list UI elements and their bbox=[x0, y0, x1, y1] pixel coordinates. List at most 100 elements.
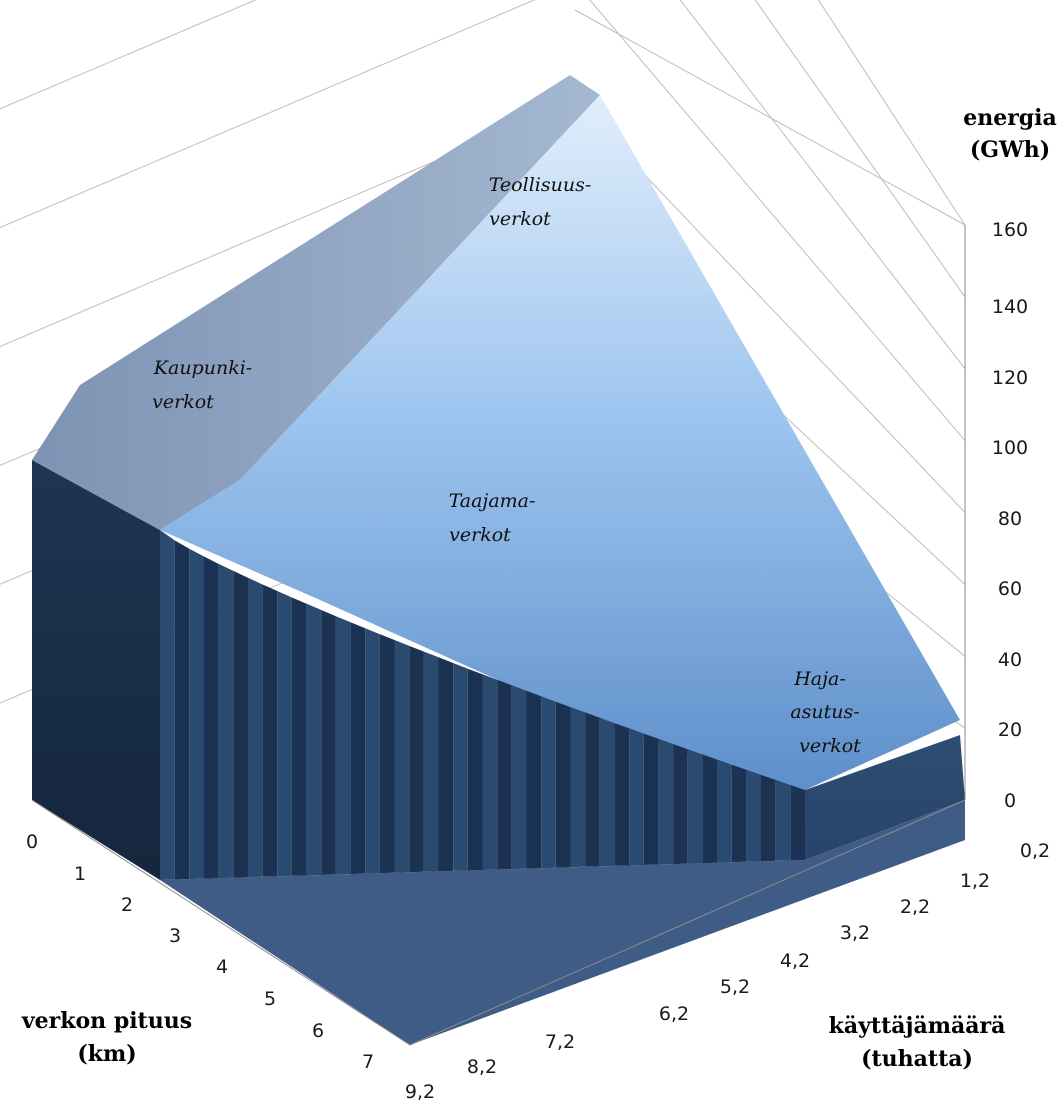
wall-stripe bbox=[350, 622, 366, 875]
gridline bbox=[754, 0, 966, 298]
energy-tick: 60 bbox=[998, 578, 1022, 600]
length-axis-title-line2: (km) bbox=[77, 1041, 136, 1067]
length-tick: 2 bbox=[121, 894, 133, 916]
wall-stripe bbox=[731, 764, 747, 863]
region-label-taajama-line1: Taajama- bbox=[449, 490, 536, 512]
region-label-kaupunki-line2: verkot bbox=[152, 391, 214, 413]
wall-stripe bbox=[174, 540, 190, 880]
wall-stripe bbox=[599, 717, 615, 867]
wall-stripe bbox=[365, 628, 380, 874]
length-tick: 4 bbox=[216, 956, 228, 978]
wall-stripe bbox=[570, 707, 586, 868]
energy-tick: 160 bbox=[992, 219, 1028, 241]
wall-stripe bbox=[335, 616, 351, 875]
length-axis-line bbox=[31, 799, 411, 1046]
wall-stripe bbox=[423, 651, 439, 872]
wall-stripe bbox=[614, 723, 630, 866]
energy-tick: 100 bbox=[992, 437, 1028, 459]
wall-stripe bbox=[438, 657, 454, 872]
users-tick: 4,2 bbox=[780, 950, 810, 972]
energy-axis: 0 20 40 60 80 100 120 140 160 bbox=[964, 219, 1028, 812]
surface-stepped-wall bbox=[160, 530, 805, 880]
wall-stripe bbox=[555, 701, 571, 868]
users-axis-title-line1: käyttäjämäärä bbox=[829, 1013, 1006, 1039]
wall-stripe bbox=[218, 563, 234, 879]
wall-stripe bbox=[160, 530, 175, 880]
region-label-haja-line3: verkot bbox=[799, 735, 861, 757]
length-tick: 7 bbox=[362, 1051, 374, 1073]
surface-top-face bbox=[160, 95, 960, 790]
users-tick: 6,2 bbox=[659, 1003, 689, 1025]
wall-stripe bbox=[189, 548, 204, 880]
wall-stripe bbox=[790, 785, 805, 861]
wall-stripe bbox=[746, 769, 761, 862]
wall-stripe bbox=[204, 556, 219, 879]
region-label-haja-line1: Haja- bbox=[793, 668, 846, 690]
wall-stripe bbox=[687, 749, 703, 864]
wall-stripe bbox=[775, 779, 791, 861]
length-axis: 0 1 2 3 4 5 6 7 bbox=[26, 799, 411, 1073]
users-tick: 2,2 bbox=[900, 896, 930, 918]
wall-stripe bbox=[702, 754, 717, 864]
wall-stripe bbox=[643, 733, 659, 865]
users-tick: 7,2 bbox=[545, 1031, 575, 1053]
wall-stripe bbox=[277, 591, 292, 877]
wall-stripe bbox=[409, 645, 424, 873]
length-tick: 1 bbox=[74, 863, 86, 885]
surface-plot bbox=[32, 75, 965, 1045]
energy-tick: 80 bbox=[998, 508, 1022, 530]
length-tick: 5 bbox=[264, 988, 276, 1010]
surface-ridge bbox=[32, 75, 600, 530]
wall-stripe bbox=[673, 744, 688, 865]
surface-left-wall bbox=[32, 460, 160, 880]
wall-stripe bbox=[658, 738, 674, 865]
users-tick: 5,2 bbox=[720, 976, 750, 998]
users-tick: 0,2 bbox=[1020, 840, 1050, 862]
gridline bbox=[0, 0, 966, 370]
surface-floor bbox=[160, 800, 965, 1045]
region-label-haja-line2: asutus- bbox=[790, 701, 859, 723]
users-tick: 3,2 bbox=[840, 922, 870, 944]
wall-stripe bbox=[233, 570, 248, 878]
energy-tick: 20 bbox=[998, 719, 1022, 741]
users-tick: 8,2 bbox=[467, 1056, 497, 1078]
wall-stripe bbox=[379, 634, 395, 874]
length-tick: 6 bbox=[312, 1020, 324, 1042]
wall-stripe bbox=[262, 584, 278, 877]
wall-stripe bbox=[482, 674, 498, 870]
wall-stripe bbox=[321, 610, 336, 875]
wall-stripe bbox=[541, 696, 556, 869]
wall-stripe bbox=[629, 728, 644, 866]
users-axis: 0,2 1,2 2,2 3,2 4,2 5,2 6,2 7,2 8,2 9,2 bbox=[405, 799, 1050, 1101]
wall-stripe bbox=[248, 577, 263, 878]
users-tick: 1,2 bbox=[960, 870, 990, 892]
region-label-kaupunki-line1: Kaupunki- bbox=[153, 357, 252, 379]
users-axis-line bbox=[409, 799, 966, 1046]
surface-right-wall bbox=[805, 735, 965, 860]
wall-stripe bbox=[306, 603, 322, 876]
gridline bbox=[0, 0, 966, 441]
wall-stripe bbox=[394, 640, 410, 873]
region-label-taajama-line2: verkot bbox=[449, 524, 511, 546]
wall-stripe bbox=[291, 597, 307, 876]
region-label-teollisuus-line1: Teollisuus- bbox=[489, 174, 592, 196]
length-tick: 0 bbox=[26, 831, 38, 853]
wall-stripe bbox=[497, 679, 512, 870]
users-axis-title-line2: (tuhatta) bbox=[861, 1046, 973, 1072]
wall-stripe bbox=[717, 759, 732, 863]
energy-axis-title-line1: energia bbox=[963, 105, 1057, 131]
energy-tick: 40 bbox=[998, 649, 1022, 671]
wall-stripe bbox=[585, 712, 600, 867]
gridline bbox=[574, 9, 966, 226]
wall-stripe bbox=[467, 668, 483, 871]
wall-stripe bbox=[453, 663, 468, 871]
wall-stripe bbox=[511, 685, 527, 870]
region-label-teollisuus-line2: verkot bbox=[489, 208, 551, 230]
energy-tick: 120 bbox=[992, 367, 1028, 389]
users-tick: 9,2 bbox=[405, 1081, 435, 1101]
energy-tick: 0 bbox=[1004, 790, 1016, 812]
length-tick: 3 bbox=[169, 925, 181, 947]
energy-axis-title-line2: (GWh) bbox=[970, 137, 1050, 163]
energy-tick: 140 bbox=[992, 296, 1028, 318]
